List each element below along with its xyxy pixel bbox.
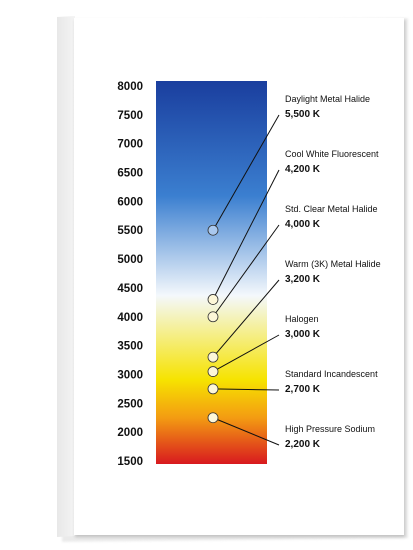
lamp-name: Warm (3K) Metal Halide [285,259,381,269]
scale-tick-label: 3500 [117,341,143,353]
scale-tick-label: 6500 [117,168,143,180]
temperature-gradient-bar [156,81,267,464]
leader-lines [212,114,280,446]
lamp-kelvin-value: 3,000 K [285,329,321,340]
scale-tick-label: 6000 [117,196,143,208]
leader-line [212,169,280,300]
scale-tick-label: 8000 [117,81,143,93]
leader-line [212,388,280,391]
lamp-name: Std. Clear Metal Halide [285,204,378,214]
scale-tick-label: 4500 [117,283,143,295]
lamp-kelvin-value: 5,500 K [285,109,321,120]
leader-line [212,417,280,446]
lamp-marker [207,294,219,305]
leader-line [212,279,280,358]
lamp-name: Halogen [285,314,319,324]
scale-tick-label: 1500 [117,456,143,468]
scale-tick-label: 5500 [117,225,143,237]
lamp-marker [207,224,219,236]
scale-ticks: 8000 7500 7000 6500 6000 5500 5000 4500 4000 3500… [117,81,143,468]
scale-tick-label: 7000 [117,139,143,151]
lamp-kelvin-value: 2,200 K [285,439,321,450]
lamp-kelvin-value: 4,000 K [285,219,321,230]
lamp-markers [207,224,219,424]
lamp-kelvin-value: 2,700 K [285,384,321,395]
scale-tick-label: 5000 [117,254,143,266]
lamp-marker [207,351,219,363]
leader-line [212,334,280,373]
lamp-name: Daylight Metal Halide [285,94,370,104]
scale-tick-label: 2500 [117,398,143,410]
lamp-labels: Daylight Metal Halide 5,500 K Cool White F… [285,94,381,450]
scale-tick-label: 3000 [117,369,143,381]
leader-line [212,114,280,231]
lamp-marker [207,412,219,424]
lamp-marker [207,311,219,323]
scale-tick-label: 7500 [117,110,143,122]
lamp-marker [207,366,219,377]
lamp-kelvin-value: 4,200 K [285,164,321,175]
lamp-kelvin-value: 3,200 K [285,274,321,285]
scale-tick-label: 2000 [117,427,143,439]
lamp-name: High Pressure Sodium [285,424,375,434]
lamp-name: Standard Incandescent [285,369,378,379]
lamp-marker [207,383,219,395]
lamp-name: Cool White Fluorescent [285,149,379,159]
scale-tick-label: 4000 [117,312,143,324]
leader-line [212,224,280,318]
